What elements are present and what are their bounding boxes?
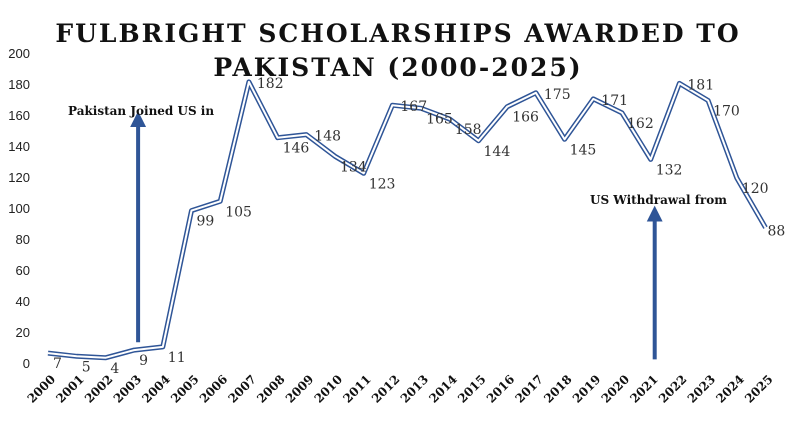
data-label: 120 <box>742 181 769 197</box>
x-tick-label: 2005 <box>168 372 202 406</box>
x-tick-label: 2010 <box>312 372 346 406</box>
data-label: 182 <box>257 76 284 92</box>
data-label: 166 <box>512 110 539 126</box>
x-tick-label: 2023 <box>685 372 719 406</box>
data-label: 5 <box>82 359 91 375</box>
chart-title-line1: FULBRIGHT SCHOLARSHIPS AWARDED TO <box>55 19 740 48</box>
x-tick-label: 2015 <box>455 372 489 406</box>
x-tick-label: 2021 <box>627 372 661 406</box>
data-label: 88 <box>768 224 786 240</box>
x-tick-label: 2017 <box>513 372 547 406</box>
data-label: 9 <box>139 353 148 369</box>
x-tick-label: 2004 <box>139 372 173 406</box>
y-tick-label: 40 <box>16 294 30 309</box>
series-line-outer <box>47 79 768 361</box>
x-tick-label: 2011 <box>340 372 374 406</box>
x-tick-label: 2024 <box>713 372 747 406</box>
x-tick-label: 2019 <box>570 372 604 406</box>
y-tick-label: 180 <box>8 77 30 92</box>
data-label: 170 <box>713 104 740 120</box>
data-label: 167 <box>400 99 427 115</box>
x-tick-label: 2012 <box>369 372 403 406</box>
data-label: 145 <box>570 142 597 158</box>
x-tick-label: 2018 <box>541 372 575 406</box>
data-label: 148 <box>314 129 341 145</box>
annotation-text: US Withdrawal from <box>590 193 727 207</box>
x-tick-label: 2007 <box>226 372 260 406</box>
data-label: 99 <box>197 214 215 230</box>
data-label: 181 <box>687 77 714 93</box>
y-tick-label: 0 <box>23 356 30 371</box>
series-line-inner <box>47 80 767 359</box>
data-label: 134 <box>340 159 367 175</box>
data-label: 146 <box>283 141 310 157</box>
x-tick-label: 2022 <box>656 372 690 406</box>
x-tick-label: 2006 <box>197 372 231 406</box>
y-tick-label: 160 <box>8 108 30 123</box>
data-label: 105 <box>225 204 252 220</box>
data-label: 158 <box>455 122 482 138</box>
data-label: 162 <box>627 116 654 132</box>
y-tick-label: 100 <box>8 201 30 216</box>
x-tick-label: 2013 <box>398 372 432 406</box>
x-tick-label: 2003 <box>111 372 145 406</box>
annotations: Pakistan Joined US in US Withdrawal from <box>68 104 727 360</box>
y-tick-label: 60 <box>16 263 30 278</box>
data-label: 7 <box>53 356 62 372</box>
x-tick-label: 2008 <box>254 372 288 406</box>
x-tick-label: 2009 <box>283 372 317 406</box>
data-label: 171 <box>601 93 628 109</box>
y-tick-label: 80 <box>16 232 30 247</box>
x-tick-label: 2020 <box>599 372 633 406</box>
data-label: 132 <box>656 162 683 178</box>
x-tick-label: 2025 <box>742 372 776 406</box>
chart-title-line2: PAKISTAN (2000-2025) <box>213 53 582 82</box>
data-label: 144 <box>484 144 511 160</box>
data-label: 123 <box>369 176 396 192</box>
data-label: 165 <box>426 111 453 127</box>
data-label: 4 <box>110 361 119 377</box>
y-tick-label: 200 <box>8 46 30 61</box>
y-tick-label: 120 <box>8 170 30 185</box>
x-tick-label: 2000 <box>25 372 59 406</box>
data-label: 175 <box>544 87 571 103</box>
annotation-text: Pakistan Joined US in <box>68 104 214 118</box>
y-tick-label: 20 <box>16 325 30 340</box>
x-tick-label: 2002 <box>82 372 116 406</box>
x-axis: 2000200120022003200420052006200720082009… <box>25 372 776 406</box>
x-tick-label: 2014 <box>426 372 460 406</box>
y-tick-label: 140 <box>8 139 30 154</box>
x-tick-label: 2001 <box>53 372 87 406</box>
x-tick-label: 2016 <box>484 372 518 406</box>
series-line <box>47 79 768 361</box>
y-axis: 0 20 40 60 80 100 120 140 160 180 200 <box>8 46 30 371</box>
data-label: 11 <box>168 350 186 366</box>
